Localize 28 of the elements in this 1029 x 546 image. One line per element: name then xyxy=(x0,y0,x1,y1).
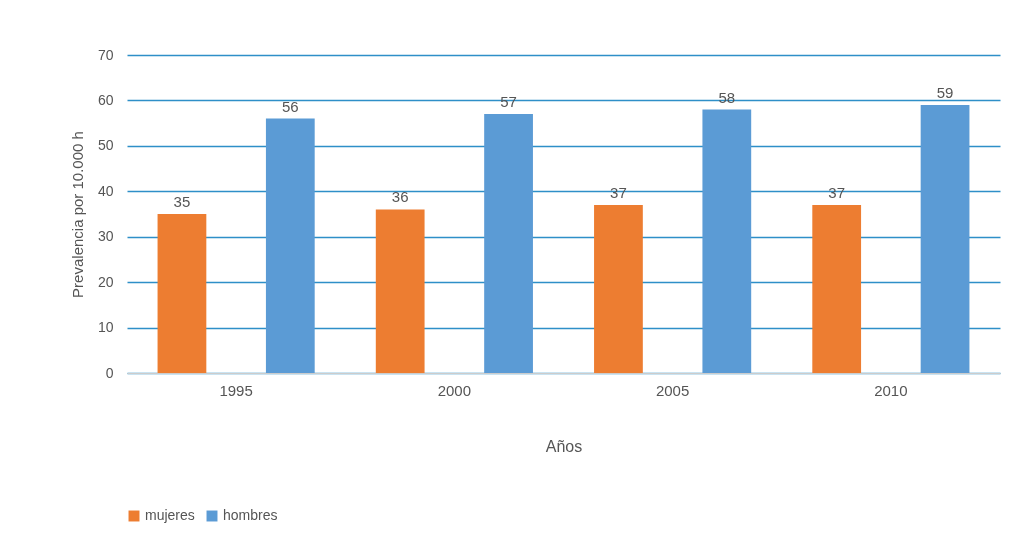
y-tick-label: 0 xyxy=(105,364,114,381)
x-tick-label: 2005 xyxy=(655,381,690,399)
x-tick-label: 2010 xyxy=(874,381,908,399)
x-tick-label: 2000 xyxy=(437,381,472,399)
legend-label: hombres xyxy=(223,507,278,523)
bar xyxy=(920,104,970,373)
bar xyxy=(594,204,643,373)
bar xyxy=(265,118,315,373)
data-label: 56 xyxy=(281,97,299,115)
data-label: 35 xyxy=(173,193,191,210)
x-axis-title: Años xyxy=(545,437,583,455)
y-tick-label: 30 xyxy=(97,228,114,245)
y-tick-label: 50 xyxy=(97,137,114,154)
bar xyxy=(702,109,752,373)
bar xyxy=(484,114,533,373)
bar xyxy=(375,209,425,373)
y-tick-label: 10 xyxy=(97,319,114,336)
data-label: 59 xyxy=(936,83,954,101)
y-tick-label: 40 xyxy=(97,182,114,199)
x-tick-label: 1995 xyxy=(219,381,253,399)
y-tick-label: 60 xyxy=(97,91,114,108)
y-axis-title: Prevalencia por 10.000 h xyxy=(68,131,86,298)
y-tick-label: 70 xyxy=(97,46,114,63)
y-tick-label: 20 xyxy=(97,273,114,290)
legend-label: mujeres xyxy=(145,507,195,523)
bar xyxy=(157,214,207,373)
data-label: 36 xyxy=(391,188,409,206)
bar xyxy=(812,204,862,373)
